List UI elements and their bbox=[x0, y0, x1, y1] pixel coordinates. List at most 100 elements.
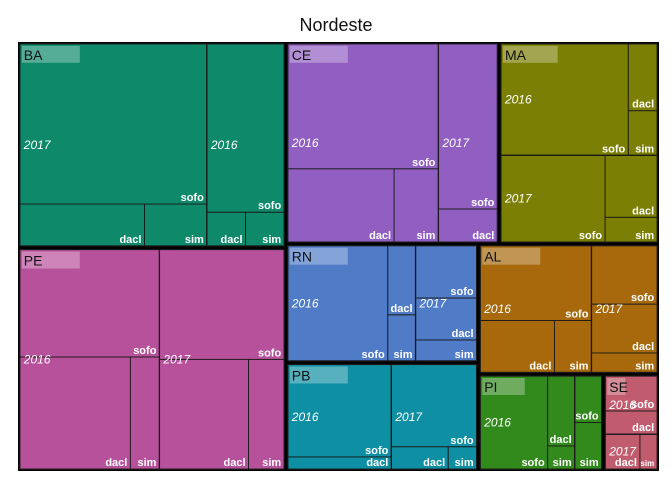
state-label-box bbox=[289, 247, 348, 265]
leaf-label: sofo bbox=[450, 286, 474, 298]
leaf-label: sim bbox=[185, 234, 204, 246]
chart-title: Nordeste bbox=[299, 15, 373, 35]
leaf-label: sim bbox=[455, 457, 474, 469]
state-tile-al bbox=[480, 245, 658, 373]
leaf-label: dacl bbox=[529, 360, 551, 372]
leaf-label: dacl bbox=[391, 303, 413, 315]
leaf-label: dacl bbox=[369, 230, 391, 242]
leaf-label: sim bbox=[262, 234, 281, 246]
state-group-rn: sofo dacl sim 2016 sofo dacl sim 2017 RN bbox=[287, 245, 478, 362]
year-tile bbox=[590, 245, 658, 373]
leaf-label: sofo bbox=[181, 192, 205, 204]
leaf-label: dacl bbox=[632, 205, 654, 217]
year-label: 2017 bbox=[441, 136, 470, 150]
leaf-label: sofo bbox=[521, 457, 545, 469]
year-label: 2016 bbox=[210, 138, 238, 152]
leaf-label: sofo bbox=[575, 411, 599, 423]
leaf-label: sim bbox=[580, 457, 599, 469]
leaf-label: dacl bbox=[452, 328, 474, 340]
year-label: 2016 bbox=[483, 416, 511, 430]
state-tile-pb bbox=[287, 364, 477, 470]
year-label: 2017 bbox=[419, 296, 448, 310]
year-label: 2017 bbox=[23, 138, 52, 152]
state-tile-rn bbox=[287, 245, 477, 361]
leaf-label: dacl bbox=[423, 457, 445, 469]
year-tile bbox=[604, 433, 658, 470]
year-tile bbox=[158, 248, 285, 470]
state-label: MA bbox=[505, 47, 527, 63]
year-label: 2017 bbox=[162, 352, 191, 366]
year-tile bbox=[414, 245, 478, 362]
state-label: SE bbox=[609, 379, 628, 395]
year-tile bbox=[206, 43, 285, 247]
leaf-label: sim bbox=[569, 360, 588, 372]
state-label: AL bbox=[484, 249, 501, 265]
leaf-label: sofo bbox=[579, 230, 603, 242]
leaf-label: sofo bbox=[602, 143, 626, 155]
leaf-label: sim bbox=[416, 230, 435, 242]
year-label: 2016 bbox=[291, 296, 319, 310]
leaf-label: sofo bbox=[133, 345, 157, 357]
leaf-label: dacl bbox=[632, 422, 654, 434]
year-label: 2016 bbox=[291, 136, 319, 150]
leaf-label: sim bbox=[137, 457, 156, 469]
leaf-label: sim bbox=[394, 349, 413, 361]
state-group-ma: sofo dacl sim 2016 sofo dacl sim 2017 MA bbox=[500, 43, 658, 243]
leaf-label: dacl bbox=[632, 341, 654, 353]
leaf-label: dacl bbox=[615, 457, 637, 469]
leaf-label: sofo bbox=[365, 445, 389, 457]
leaf-label: dacl bbox=[550, 434, 572, 446]
state-label-box bbox=[21, 251, 80, 269]
leaf-label: dacl bbox=[119, 234, 141, 246]
state-label: CE bbox=[292, 47, 311, 63]
year-label: 2016 bbox=[608, 398, 636, 412]
leaf-label: sofo bbox=[471, 197, 495, 209]
leaf-label: sim bbox=[635, 230, 654, 242]
state-label: RN bbox=[292, 249, 312, 265]
year-label: 2017 bbox=[594, 302, 623, 316]
leaf-label: dacl bbox=[632, 99, 654, 111]
year-label: 2016 bbox=[291, 410, 319, 424]
leaf-label: sim bbox=[553, 457, 572, 469]
year-label: 2017 bbox=[504, 192, 533, 206]
state-group-al: sofo dacl sim 2016 sofo dacl sim 2017 AL bbox=[479, 245, 658, 373]
leaf-label: sim bbox=[640, 459, 654, 468]
leaf-label: dacl bbox=[220, 234, 242, 246]
leaf-label: sim bbox=[262, 457, 281, 469]
state-tile-ba bbox=[19, 43, 285, 246]
leaf-label: sofo bbox=[362, 349, 386, 361]
state-label: PB bbox=[292, 367, 311, 383]
year-tile bbox=[574, 375, 603, 470]
year-tile bbox=[390, 363, 478, 470]
leaf-label: sofo bbox=[258, 347, 282, 359]
leaf-label: sofo bbox=[631, 399, 655, 411]
state-label: PE bbox=[24, 253, 43, 269]
year-tile bbox=[437, 43, 498, 243]
year-label: 2016 bbox=[483, 302, 511, 316]
state-label-box bbox=[289, 366, 348, 384]
leaf-label: sofo bbox=[565, 309, 589, 321]
year-tile bbox=[500, 154, 658, 243]
leaf-label: dacl bbox=[472, 230, 494, 242]
state-label-box bbox=[502, 45, 558, 63]
leaf-label: sofo bbox=[412, 157, 436, 169]
leaf-label: sim bbox=[635, 360, 654, 372]
state-label-box bbox=[482, 247, 541, 265]
leaf-label: sofo bbox=[258, 200, 282, 212]
leaf-label: dacl bbox=[105, 457, 127, 469]
year-label: 2016 bbox=[504, 93, 532, 107]
state-group-ce: sofo dacl sim 2016 sofo dacl 2017 CE bbox=[287, 43, 498, 243]
state-label-box bbox=[289, 45, 348, 63]
leaf-label: sofo bbox=[631, 292, 655, 304]
leaf-label: sofo bbox=[450, 435, 474, 447]
leaf-label: dacl bbox=[224, 457, 246, 469]
state-label-box bbox=[482, 377, 525, 395]
state-tile-se bbox=[605, 375, 658, 470]
leaf-label: dacl bbox=[366, 457, 388, 469]
state-tile-ma bbox=[500, 43, 658, 243]
